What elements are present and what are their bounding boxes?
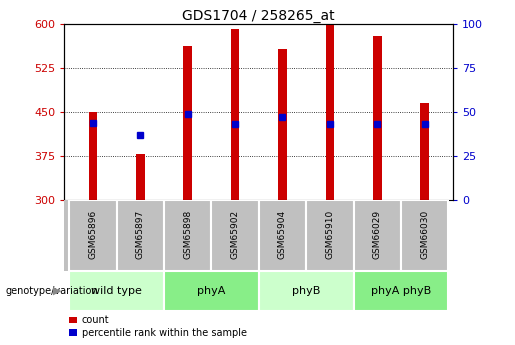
Bar — [231, 29, 239, 200]
Bar — [164, 200, 211, 271]
Bar — [69, 200, 116, 271]
Title: GDS1704 / 258265_at: GDS1704 / 258265_at — [182, 9, 335, 23]
Text: GSM66030: GSM66030 — [420, 209, 429, 259]
Bar — [164, 271, 259, 310]
Text: GSM65902: GSM65902 — [231, 209, 239, 259]
Text: GSM65896: GSM65896 — [89, 209, 97, 259]
Text: wild type: wild type — [91, 286, 142, 296]
Bar — [89, 112, 97, 200]
Bar — [325, 24, 334, 200]
Bar — [259, 271, 354, 310]
Bar — [183, 47, 192, 200]
Bar — [116, 200, 164, 271]
Text: phyA phyB: phyA phyB — [371, 286, 431, 296]
Text: ▶: ▶ — [53, 286, 62, 296]
Bar — [69, 271, 164, 310]
Text: phyB: phyB — [292, 286, 320, 296]
Bar — [401, 200, 449, 271]
Bar — [354, 271, 449, 310]
Text: GSM65897: GSM65897 — [136, 209, 145, 259]
Text: phyA: phyA — [197, 286, 226, 296]
Bar — [211, 200, 259, 271]
Text: GSM65910: GSM65910 — [325, 209, 334, 259]
Bar — [373, 36, 382, 200]
Text: GSM65898: GSM65898 — [183, 209, 192, 259]
Legend: count, percentile rank within the sample: count, percentile rank within the sample — [69, 315, 247, 338]
Text: genotype/variation: genotype/variation — [5, 286, 98, 296]
Bar — [136, 154, 145, 200]
Text: GSM66029: GSM66029 — [373, 209, 382, 259]
Text: GSM65904: GSM65904 — [278, 209, 287, 259]
Bar — [259, 200, 306, 271]
Bar — [306, 200, 354, 271]
Bar — [354, 200, 401, 271]
Bar — [278, 49, 287, 200]
Bar — [420, 104, 429, 200]
